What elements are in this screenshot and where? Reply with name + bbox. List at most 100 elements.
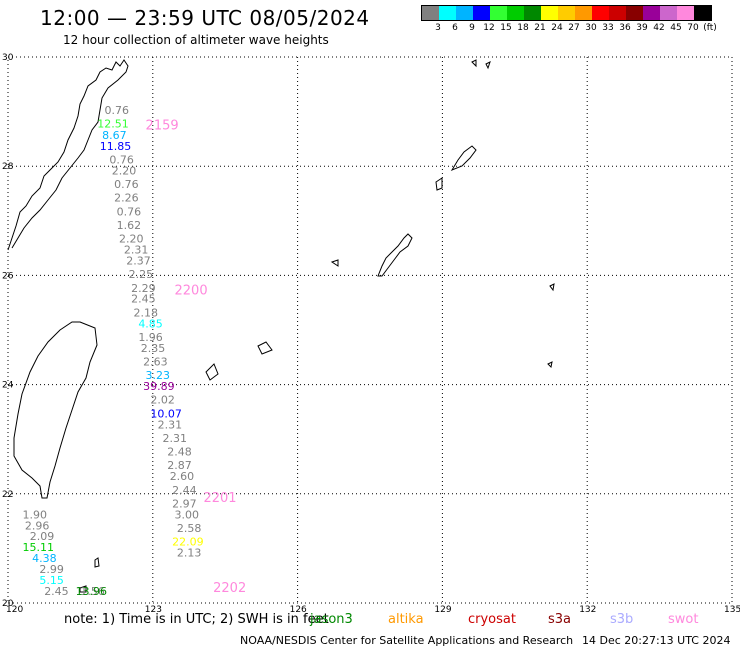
wave-height-label: 2.29 — [131, 282, 156, 295]
scale-swatch — [541, 6, 558, 20]
scale-swatch — [575, 6, 592, 20]
scale-swatch — [609, 6, 626, 20]
scale-label: 39 — [636, 23, 648, 33]
scale-label: 9 — [469, 23, 475, 33]
latitude-label: 26 — [2, 271, 14, 281]
scale-label: 12 — [483, 23, 495, 33]
scale-swatch — [439, 6, 456, 20]
satellite-legend-s3a: s3a — [548, 612, 572, 627]
wave-height-label: 2.26 — [114, 192, 139, 205]
scale-label: 33 — [602, 23, 614, 33]
wave-height-label: 2.63 — [143, 355, 168, 368]
longitude-label: 120 — [6, 605, 23, 615]
wave-height-label: 2.96 — [25, 519, 50, 532]
wave-height-label: 2.58 — [177, 522, 202, 535]
satellite-legend-altika: altika — [388, 612, 424, 627]
scale-label: 27 — [568, 23, 580, 33]
pass-time-label: 2201 — [203, 491, 236, 506]
scale-label: 45 — [670, 23, 682, 33]
wave-height-label: 12.51 — [97, 117, 129, 130]
latitude-label: 20 — [2, 599, 14, 609]
satellite-legend-jason3: jason3 — [310, 612, 353, 627]
scale-swatch — [473, 6, 490, 20]
small-island — [547, 361, 553, 369]
amami-island — [450, 145, 477, 172]
longitude-label: 129 — [434, 605, 451, 615]
wave-height-label: 11.85 — [100, 140, 132, 153]
wave-height-label: 4.38 — [32, 552, 57, 565]
footer-timestamp: 14 Dec 20:27:13 UTC 2024 — [582, 634, 731, 647]
scale-label: 6 — [452, 23, 458, 33]
scale-swatch — [694, 6, 711, 20]
wave-height-color-scale: 3 6 9 12 15 18 21 24 27 30 33 36 39 42 45 70 (ft) — [421, 5, 717, 35]
okinawa-island — [377, 233, 413, 277]
longitude-label: 126 — [290, 605, 307, 615]
wave-height-label: 2.60 — [170, 470, 195, 483]
pass-time-label: 2202 — [213, 581, 246, 596]
scale-swatch — [677, 6, 694, 20]
wave-height-label: 0.76 — [114, 178, 139, 191]
scale-label: 18 — [517, 23, 529, 33]
pass-time-label: 2159 — [146, 119, 179, 134]
wave-height-label: 1.56 — [80, 585, 105, 598]
wave-height-label: 2.25 — [129, 268, 154, 281]
small-island — [330, 259, 339, 267]
longitude-label: 135 — [724, 605, 740, 615]
wave-height-label: 1.96 — [138, 331, 163, 344]
wave-height-label: 2.13 — [177, 547, 202, 560]
longitude-label: 123 — [145, 605, 162, 615]
scale-label: (ft) — [703, 23, 717, 33]
scale-swatch — [643, 6, 660, 20]
color-scale-labels: 3 6 9 12 15 18 21 24 27 30 33 36 39 42 45 70 (ft) — [421, 23, 717, 35]
scale-label: 30 — [585, 23, 597, 33]
altimeter-tracks: 0.7612.518.6711.850.762.200.762.260.761.… — [22, 104, 246, 598]
scale-label: 24 — [551, 23, 563, 33]
scale-label: 21 — [534, 23, 546, 33]
map-frame — [7, 56, 733, 604]
color-scale-swatches — [421, 5, 712, 21]
wave-height-label: 2.31 — [162, 432, 187, 445]
scale-swatch — [592, 6, 609, 20]
legend-note: note: 1) Time is in UTC; 2) SWH is in fe… — [64, 612, 329, 627]
taiwan-coastline — [13, 321, 98, 499]
wave-height-label: 2.20 — [119, 233, 144, 246]
wave-height-label: 2.99 — [39, 563, 64, 576]
wave-height-label: 4.85 — [138, 317, 163, 330]
scale-swatch — [524, 6, 541, 20]
wave-height-label: 0.76 — [109, 153, 134, 166]
wave-height-label: 15.11 — [22, 541, 54, 554]
pass-time-label: 2200 — [175, 284, 208, 299]
ishigaki-island — [205, 363, 219, 381]
wave-height-label: 0.76 — [105, 104, 129, 117]
map-grid — [7, 56, 733, 604]
scale-swatch — [490, 6, 507, 20]
china-coastline — [7, 59, 129, 251]
satellite-legend-swot: swot — [668, 612, 699, 627]
wave-height-label: 13.96 — [76, 585, 108, 598]
scale-label: 3 — [435, 23, 441, 33]
wave-height-label: 2.44 — [172, 484, 197, 497]
wave-height-label: 8.67 — [102, 129, 127, 142]
wave-height-label: 2.35 — [141, 342, 166, 355]
wave-height-label: 2.09 — [30, 530, 55, 543]
wave-height-label: 2.45 — [131, 293, 156, 306]
wave-height-label: 2.31 — [158, 418, 183, 431]
wave-height-label: 2.37 — [126, 254, 150, 267]
wave-height-label: 2.87 — [167, 459, 192, 472]
scale-swatch — [558, 6, 575, 20]
latitude-label: 24 — [2, 381, 14, 391]
scale-label: 15 — [500, 23, 512, 33]
scale-label: 70 — [687, 23, 699, 33]
wave-height-label: 0.76 — [117, 205, 142, 218]
wave-height-label: 2.20 — [112, 164, 137, 177]
miyako-island — [257, 341, 273, 355]
scale-swatch — [422, 6, 439, 20]
wave-height-label: 1.62 — [117, 219, 142, 232]
footer-source: NOAA/NESDIS Center for Satellite Applica… — [240, 634, 574, 647]
latitude-label: 22 — [2, 490, 13, 500]
yakushima-island — [435, 177, 443, 191]
scale-swatch — [660, 6, 677, 20]
small-island — [471, 59, 477, 68]
